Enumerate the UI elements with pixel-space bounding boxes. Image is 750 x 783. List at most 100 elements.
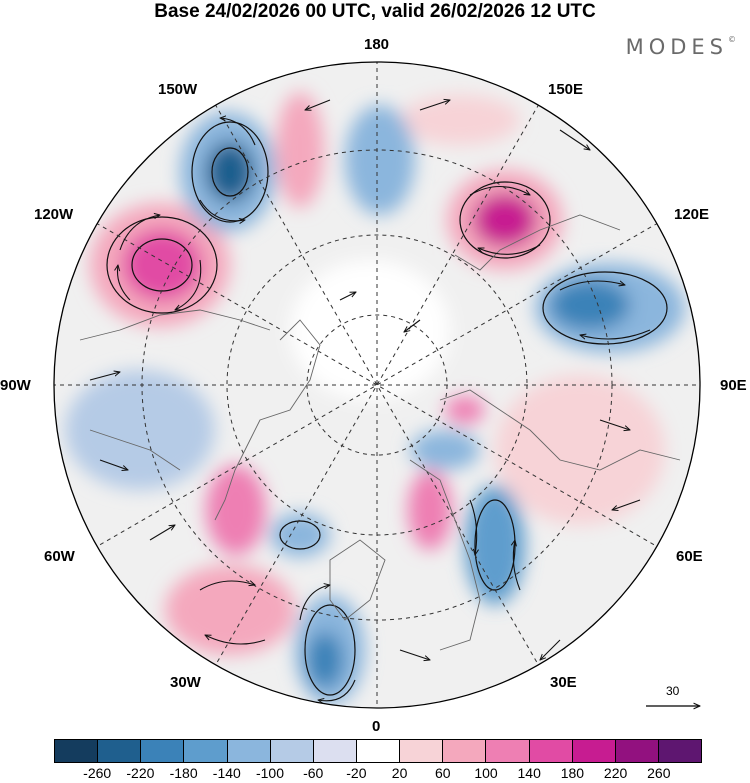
colorbar-segment [55,740,99,762]
wind-arrow [318,679,356,701]
wind-arrow [599,419,630,430]
anomaly-high-60w [206,465,266,555]
anomaly-high-20e [408,470,452,550]
colorbar-tick-label: -100 [255,765,285,781]
colorbar-tick-label: -260 [83,765,112,781]
wind-arrow [399,649,430,660]
colorbar-segment [313,740,357,762]
coastline [79,309,271,341]
coastline [454,214,621,271]
wind-arrow [305,99,331,110]
colorbar-segment [141,740,185,762]
lon-label-90e: 90E [720,377,747,394]
anomaly-field [54,62,700,708]
contour [279,520,321,550]
colorbar-segment [443,740,487,762]
anomaly-high-130e-core [473,193,537,247]
lon-label-150e: 150E [548,81,584,98]
contour [106,216,218,314]
colorbar-tick-label: 180 [560,765,585,781]
colorbar [54,739,702,763]
colorbar-segment [184,740,228,762]
anomaly-high-80e [445,396,485,424]
contour [542,271,668,345]
colorbar-segment [227,740,271,762]
anomaly-low-40e [465,485,525,605]
wind-arrow [559,129,590,150]
colorbar-ticks: -260 -220 -180 -140 -100 -60 -20 20 60 100 140 180 2… [54,765,702,783]
polar-map [53,61,750,735]
anomaly-high-120w-core [122,229,202,301]
wind-arrow [612,499,641,510]
wind-arrow [89,372,120,381]
colorbar-tick-label: 60 [435,765,451,781]
brand-name: MODES [625,35,728,59]
chart-title: Base 24/02/2026 00 UTC, valid 26/02/2026… [154,1,596,22]
anomaly-low-30w [270,513,330,557]
colorbar-tick-label: 20 [391,765,408,781]
wind-arrow [175,259,202,310]
wind-vectors [89,99,651,701]
colorbar-tick-label: -140 [212,765,241,781]
anomaly-low-140w-core [206,142,254,202]
pole-neutral [290,260,450,400]
brand-logo: MODES© [626,35,736,59]
brand-mark: © [728,35,736,44]
contour [191,121,269,223]
colorbar-tick-label: 100 [474,765,498,781]
contour [211,147,249,197]
anomaly-high-75e [495,375,665,525]
colorbar-segment [98,740,142,762]
wind-arrow [149,525,175,541]
colorbar-segment [400,740,444,762]
graticule [54,62,700,708]
coastline [439,389,681,471]
colorbar-segment [572,740,616,762]
colorbar-segment [356,740,401,762]
wind-arrow [220,118,256,146]
wind-arrow [469,186,530,196]
colorbar-tick-label: 260 [647,765,671,781]
lon-label-180: 180 [364,36,390,53]
wind-arrow [118,265,131,301]
wind-arrow [199,199,245,221]
colorbar-tick-label: 220 [603,765,628,781]
colorbar-segment [529,740,573,762]
anomaly-high-40w [165,565,295,655]
colorbar-tick-label: -20 [346,765,367,781]
anomaly-low-110e-core [550,280,630,330]
wind-arrow [205,635,266,645]
wind-arrow [339,292,356,301]
wind-arrow [540,639,561,660]
wind-arrow [199,581,255,591]
anomaly-high-160e [400,95,520,145]
coastline [409,459,481,651]
lon-label-120e: 120E [674,206,710,223]
colorbar-tick-label: -180 [169,765,198,781]
coastline [329,539,386,621]
wind-arrow [469,499,477,555]
wind-arrow [419,100,450,111]
wind-arrow [404,319,421,332]
colorbar-tick-label: 140 [517,765,541,781]
colorbar-segment [615,740,659,762]
wind-arrow [119,215,160,251]
anomaly-low-175e [345,105,415,215]
anomaly-low-70e [410,430,480,470]
wind-arrow [513,540,521,591]
colorbar-segment [658,740,702,762]
wind-arrow [559,281,625,291]
lon-label-30w: 30W [170,674,201,691]
map-border [53,61,701,709]
colorbar-tick-label: -220 [126,765,155,781]
anomaly-high-165w [276,92,324,208]
lon-label-60e: 60E [676,548,703,565]
contour [459,181,551,259]
anomaly-low-10w-core [307,632,343,688]
colorbar-segment [486,740,530,762]
lon-label-90w: 90W [0,377,31,394]
contour [304,604,356,696]
coastlines [79,214,681,651]
coastline [214,319,321,521]
lon-label-0: 0 [372,718,381,735]
